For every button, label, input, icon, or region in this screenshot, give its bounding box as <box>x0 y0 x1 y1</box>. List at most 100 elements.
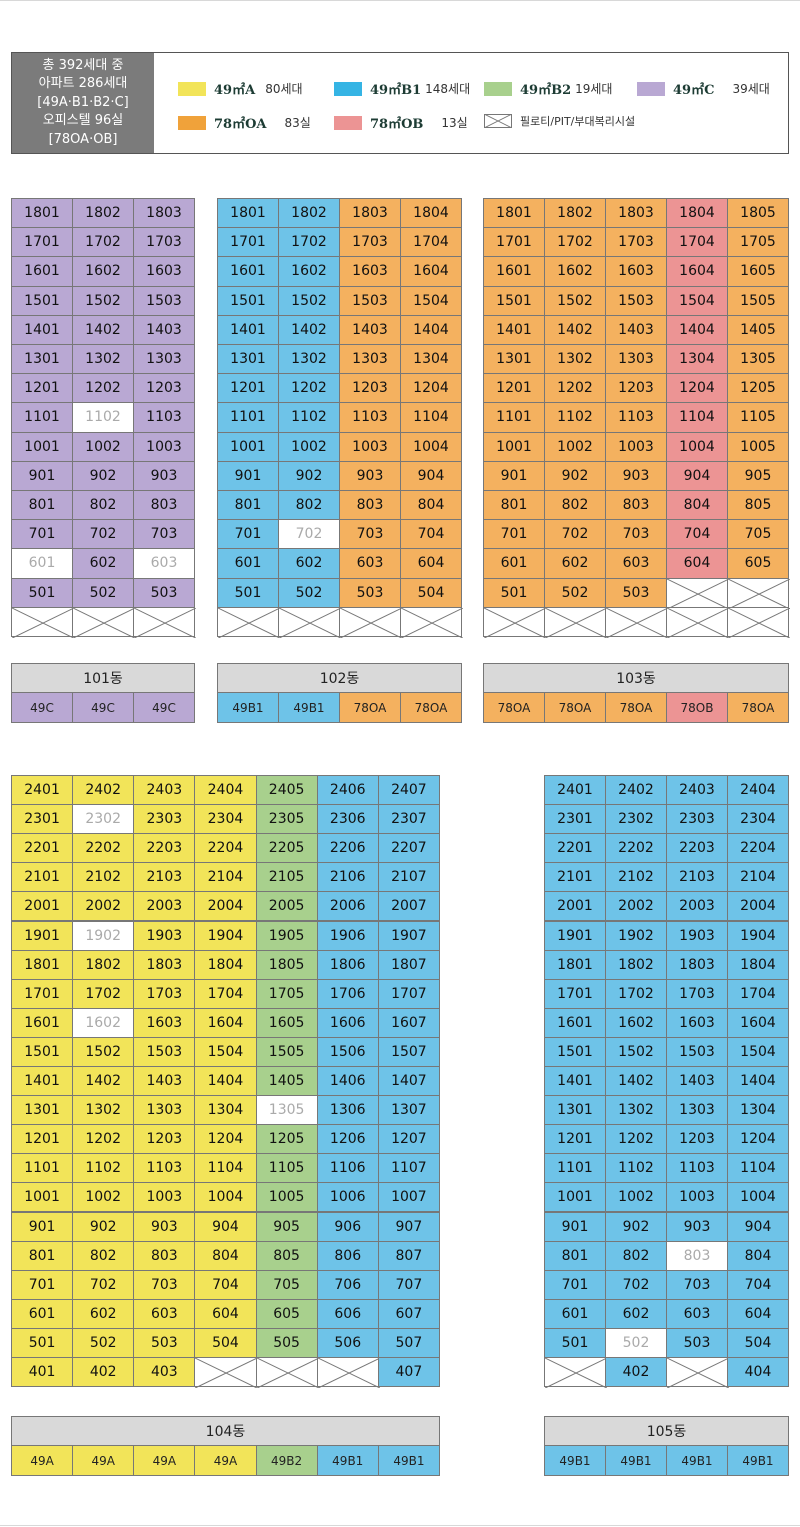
unit-cell: 601 <box>11 1298 74 1329</box>
unit-cell: 1506 <box>316 1036 379 1067</box>
unit-cell: 1106 <box>316 1153 379 1184</box>
unit-cell: 1303 <box>133 344 195 375</box>
unit-cell: 602 <box>278 548 340 579</box>
unit-cell: 802 <box>72 1240 135 1271</box>
unit-cell: 2106 <box>316 862 379 893</box>
unit-cell: 2301 <box>544 804 606 835</box>
unit-cell: 1107 <box>377 1153 440 1184</box>
building-label: 104동 <box>11 1416 440 1446</box>
unit-cell: 2401 <box>11 775 74 806</box>
type-cell: 78OB <box>666 692 728 723</box>
unit-cell: 503 <box>339 577 401 608</box>
unit-cell: 1502 <box>72 285 134 316</box>
unit-cell: 501 <box>544 1327 606 1358</box>
unit-cell: 1501 <box>11 1036 74 1067</box>
unit-cell: 2003 <box>666 891 728 922</box>
unit-cell: 1003 <box>605 431 667 462</box>
type-cell: 49B1 <box>666 1445 728 1476</box>
legend-swatch <box>178 115 206 130</box>
pit-cross-icon <box>218 607 280 638</box>
unit-cell: 1605 <box>255 1007 318 1038</box>
unit-cell: 1404 <box>666 314 728 345</box>
unit-cell: 804 <box>727 1240 789 1271</box>
type-cell: 49B1 <box>605 1445 667 1476</box>
pit-cross-icon <box>195 1358 258 1389</box>
unit-cell: 1602 <box>605 1007 667 1038</box>
unit-cell: 1402 <box>72 1066 135 1097</box>
unit-cell: 1301 <box>11 344 73 375</box>
unit-cell: 601 <box>11 548 73 579</box>
summary-line: 아파트 286세대 <box>38 76 128 92</box>
unit-cell: 907 <box>377 1211 440 1242</box>
unit-cell: 2204 <box>194 833 257 864</box>
unit-cell: 904 <box>666 460 728 491</box>
unit-cell: 1002 <box>72 1182 135 1213</box>
unit-cell: 1501 <box>11 285 73 316</box>
unit-cell: 1902 <box>72 920 135 951</box>
unit-cell: 703 <box>666 1269 728 1300</box>
unit-cell: 1005 <box>255 1182 318 1213</box>
pit-cell <box>666 1357 729 1389</box>
unit-cell: 804 <box>666 490 728 521</box>
unit-cell: 1504 <box>400 285 462 316</box>
unit-cell: 1404 <box>194 1066 257 1097</box>
unit-cell: 1602 <box>278 256 340 287</box>
unit-cell: 702 <box>605 1269 667 1300</box>
unit-cell: 1603 <box>133 256 195 287</box>
unit-cell: 1202 <box>278 373 340 404</box>
pit-cell <box>544 606 607 638</box>
unit-cell: 2403 <box>133 775 196 806</box>
unit-cell: 2104 <box>194 862 257 893</box>
unit-cell: 2405 <box>255 775 318 806</box>
unit-cell: 504 <box>727 1327 789 1358</box>
unit-cell: 802 <box>544 490 606 521</box>
unit-cell: 1103 <box>339 402 401 433</box>
unit-cell: 1907 <box>377 920 440 951</box>
pit-cell <box>217 606 280 638</box>
unit-cell: 1501 <box>483 285 545 316</box>
unit-cell: 705 <box>727 519 789 550</box>
unit-cell: 501 <box>483 577 545 608</box>
unit-cell: 1702 <box>278 227 340 258</box>
unit-cell: 1202 <box>72 373 134 404</box>
unit-cell: 803 <box>133 1240 196 1271</box>
unit-cell: 2304 <box>727 804 789 835</box>
unit-cell: 1001 <box>11 1182 74 1213</box>
unit-cell: 1501 <box>544 1036 606 1067</box>
unit-cell: 503 <box>666 1327 728 1358</box>
unit-cell: 1102 <box>605 1153 667 1184</box>
unit-cell: 2002 <box>605 891 667 922</box>
unit-cell: 1201 <box>11 1124 74 1155</box>
unit-cell: 1302 <box>278 344 340 375</box>
type-cell: 49B1 <box>727 1445 789 1476</box>
summary-line: [78OA·OB] <box>48 131 118 147</box>
type-cell: 78OA <box>727 692 789 723</box>
unit-cell: 1501 <box>217 285 279 316</box>
unit-cell: 1305 <box>255 1095 318 1126</box>
unit-cell: 1606 <box>316 1007 379 1038</box>
unit-cell: 1302 <box>544 344 606 375</box>
unit-cell: 506 <box>316 1327 379 1358</box>
unit-cell: 2007 <box>377 891 440 922</box>
legend-item-49b1: 49㎡B1 148세대 <box>334 79 470 98</box>
unit-cell: 1704 <box>400 227 462 258</box>
unit-cell: 1704 <box>727 978 789 1009</box>
unit-cell: 2101 <box>11 862 74 893</box>
unit-cell: 504 <box>194 1327 257 1358</box>
unit-cell: 1701 <box>544 978 606 1009</box>
unit-cell: 902 <box>72 1211 135 1242</box>
pit-cross-icon <box>545 1358 607 1389</box>
unit-cell: 2006 <box>316 891 379 922</box>
legend-name: 49㎡B1 <box>370 83 422 98</box>
legend-item-49c: 49㎡C 39세대 <box>637 79 770 98</box>
unit-cell: 702 <box>72 1269 135 1300</box>
unit-cell: 701 <box>11 519 73 550</box>
unit-cell: 1904 <box>194 920 257 951</box>
unit-cell: 1704 <box>666 227 728 258</box>
unit-cell: 1104 <box>666 402 728 433</box>
unit-cell: 1104 <box>400 402 462 433</box>
unit-cell: 1903 <box>666 920 728 951</box>
unit-cell: 702 <box>72 519 134 550</box>
unit-cell: 1604 <box>194 1007 257 1038</box>
pit-cell <box>133 606 196 638</box>
